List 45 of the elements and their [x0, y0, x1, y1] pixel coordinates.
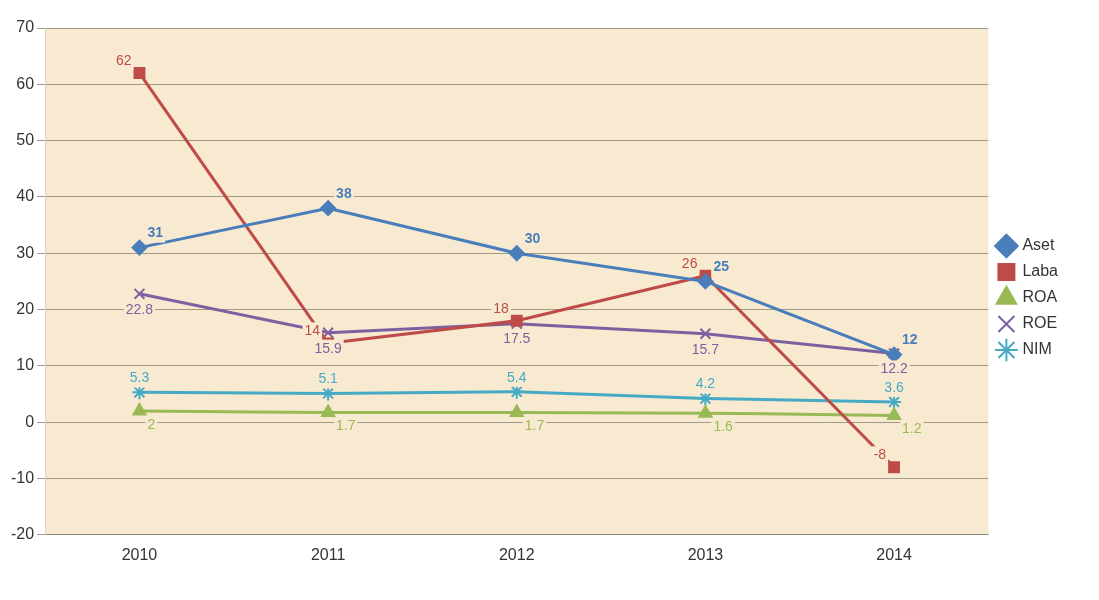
data-label: 5.3 — [129, 369, 150, 386]
legend-label: NIM — [1022, 340, 1052, 358]
data-label: 1.7 — [524, 417, 545, 434]
legend-label: ROA — [1022, 288, 1058, 306]
legend-label: Laba — [1022, 262, 1059, 280]
y-tick-label: 60 — [16, 74, 35, 92]
data-label: 12.2 — [880, 360, 908, 377]
x-tick-label: 2012 — [498, 545, 535, 563]
legend-label: Aset — [1022, 236, 1055, 254]
data-label: 12 — [902, 331, 918, 348]
data-label: 3.6 — [884, 378, 905, 395]
data-label: 25 — [713, 258, 730, 275]
data-label: 38 — [336, 185, 352, 202]
data-label: 31 — [147, 224, 164, 241]
data-label: 5.4 — [507, 368, 527, 385]
data-label: 15.7 — [691, 340, 720, 357]
data-label: 30 — [524, 230, 541, 247]
y-tick-label: -10 — [11, 468, 35, 486]
data-label: 22.8 — [125, 300, 154, 317]
x-tick-label: 2014 — [876, 545, 912, 563]
data-label: 18 — [493, 299, 509, 316]
legend-label: ROE — [1022, 314, 1058, 332]
data-label: 4.2 — [695, 375, 716, 392]
y-tick-label: 50 — [16, 131, 35, 149]
y-tick-label: 10 — [16, 356, 35, 374]
data-label: 1.7 — [336, 417, 356, 434]
data-label: 62 — [115, 51, 132, 68]
data-label: 15.9 — [314, 339, 342, 356]
data-label: 17.5 — [503, 330, 531, 347]
data-label: -8 — [873, 446, 887, 463]
data-label: 5.1 — [318, 370, 339, 387]
y-tick-label: 30 — [16, 243, 35, 261]
y-tick-label: 0 — [25, 412, 35, 430]
y-tick-label: 40 — [16, 187, 35, 205]
y-tick-label: 20 — [16, 299, 35, 317]
x-tick-label: 2011 — [310, 545, 346, 563]
data-label: 2 — [147, 415, 156, 432]
y-tick-label: -20 — [11, 525, 35, 543]
data-label: 1.6 — [713, 418, 734, 435]
x-tick-label: 2010 — [121, 545, 158, 563]
data-label: 14 — [304, 322, 321, 339]
data-label: 26 — [681, 254, 698, 271]
x-tick-label: 2013 — [687, 545, 724, 563]
data-label: 1.2 — [902, 420, 922, 437]
y-tick-label: 70 — [16, 18, 35, 36]
